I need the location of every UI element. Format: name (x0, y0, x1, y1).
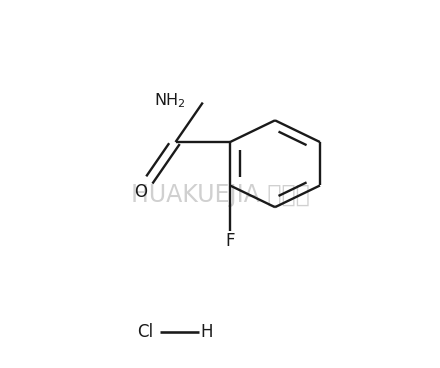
Text: H: H (201, 323, 213, 341)
Text: F: F (225, 232, 235, 250)
Text: Cl: Cl (137, 323, 153, 341)
Text: HUAKUEJIA 化学加: HUAKUEJIA 化学加 (131, 183, 309, 207)
Text: O: O (134, 183, 147, 201)
Text: NH$_2$: NH$_2$ (154, 91, 186, 110)
